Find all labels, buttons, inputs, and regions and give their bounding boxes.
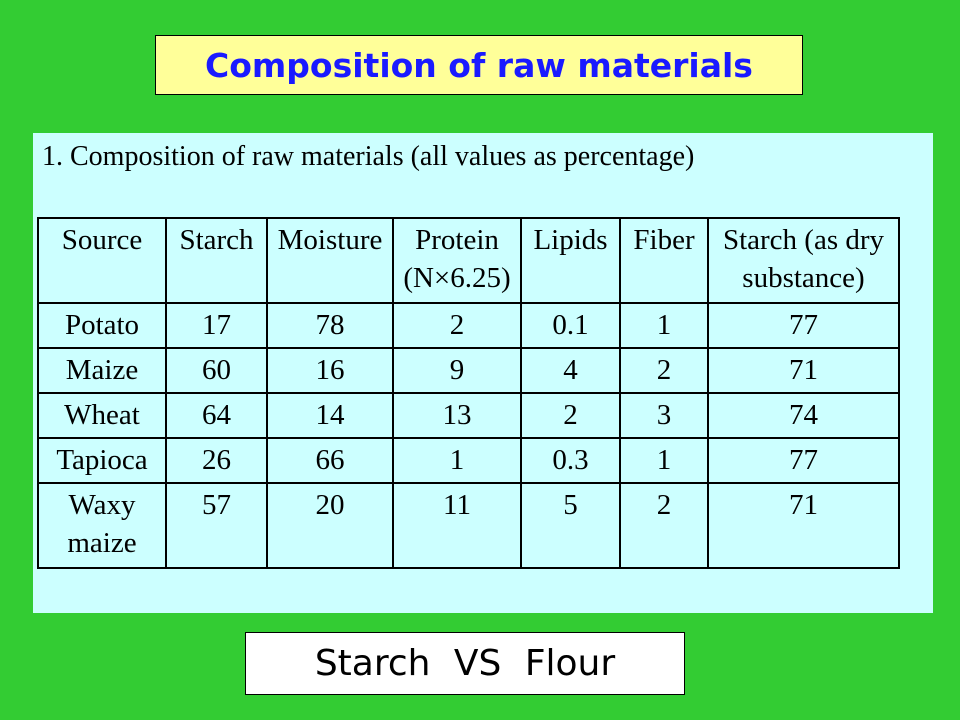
content-panel: 1. Composition of raw materials (all val… — [33, 133, 933, 613]
table-cell: 71 — [707, 347, 900, 394]
table-cell: 14 — [266, 392, 394, 439]
table-cell: 3 — [619, 392, 709, 439]
table-cell: 64 — [165, 392, 268, 439]
table-cell: 0.3 — [520, 437, 621, 484]
table-cell: Starch — [165, 217, 268, 304]
table-cell: Starch (as dry substance) — [707, 217, 900, 304]
header-row: Source Starch Moisture Protein (N×6.25) Lipi… — [37, 217, 900, 304]
data-row: Potato 17 78 2 0.1 1 77 — [37, 302, 900, 349]
table-cell: Tapioca — [37, 437, 167, 484]
table-cell: 5 — [520, 482, 621, 569]
table-cell: 78 — [266, 302, 394, 349]
table-cell: 71 — [707, 482, 900, 569]
table-cell: Fiber — [619, 217, 709, 304]
table-cell: 1 — [392, 437, 522, 484]
slide-title: Composition of raw materials — [155, 35, 803, 95]
table-cell: 74 — [707, 392, 900, 439]
table-cell: 77 — [707, 437, 900, 484]
table-cell: Waxy maize — [37, 482, 167, 569]
table-cell: Moisture — [266, 217, 394, 304]
footer-box: Starch VS Flour — [245, 632, 685, 695]
table-cell: 2 — [619, 482, 709, 569]
table-cell: 60 — [165, 347, 268, 394]
table-cell: 77 — [707, 302, 900, 349]
table-cell: 0.1 — [520, 302, 621, 349]
table-caption: 1. Composition of raw materials (all val… — [42, 141, 695, 172]
table-cell: 20 — [266, 482, 394, 569]
table-cell: 2 — [619, 347, 709, 394]
data-row: Tapioca 26 66 1 0.3 1 77 — [37, 437, 900, 484]
table-cell: 16 — [266, 347, 394, 394]
table-cell: Wheat — [37, 392, 167, 439]
table-cell: 1 — [619, 302, 709, 349]
table-cell: 66 — [266, 437, 394, 484]
table-cell: 2 — [392, 302, 522, 349]
data-row: Wheat 64 14 13 2 3 74 — [37, 392, 900, 439]
composition-table: Source Starch Moisture Protein (N×6.25) Lipi… — [37, 217, 900, 569]
table-cell: 2 — [520, 392, 621, 439]
table-cell: 13 — [392, 392, 522, 439]
table-cell: 1 — [619, 437, 709, 484]
table-cell: Potato — [37, 302, 167, 349]
table-cell: 57 — [165, 482, 268, 569]
table-cell: Source — [37, 217, 167, 304]
table-cell: 17 — [165, 302, 268, 349]
table-cell: 4 — [520, 347, 621, 394]
data-row: Maize 60 16 9 4 2 71 — [37, 347, 900, 394]
table-cell: 26 — [165, 437, 268, 484]
data-row: Waxy maize 57 20 11 5 2 71 — [37, 482, 900, 569]
table-cell: Maize — [37, 347, 167, 394]
table-cell: 11 — [392, 482, 522, 569]
table-cell: 9 — [392, 347, 522, 394]
table-cell: Lipids — [520, 217, 621, 304]
table-cell: Protein (N×6.25) — [392, 217, 522, 304]
